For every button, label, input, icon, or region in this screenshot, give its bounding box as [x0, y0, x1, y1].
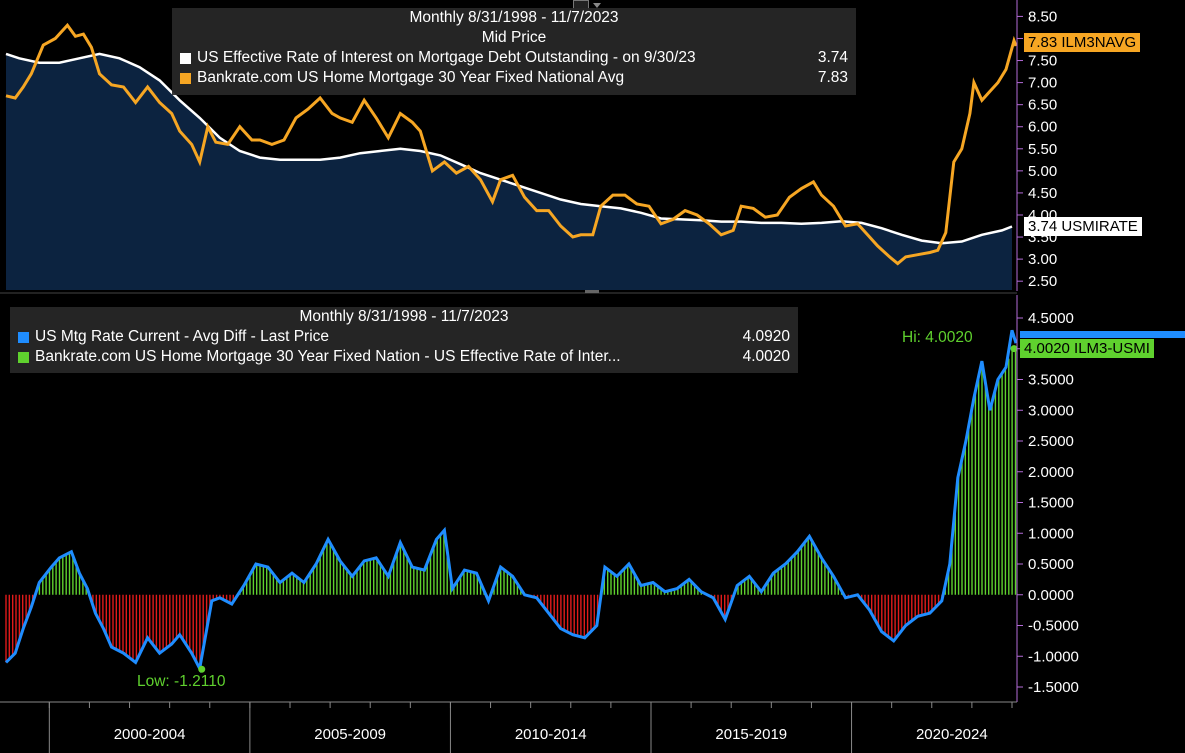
bottom-y-tick-label: 3.0000	[1028, 402, 1074, 419]
panel-resize-handle[interactable]	[585, 290, 599, 293]
bottom-y-tick-label: 1.5000	[1028, 495, 1074, 512]
top-y-tick-label: 6.00	[1028, 119, 1057, 136]
legend-swatch	[180, 52, 191, 64]
legend-item-spread[interactable]: Bankrate.com US Home Mortgage 30 Year Fi…	[10, 347, 798, 367]
legend-item-bankrate[interactable]: Bankrate.com US Home Mortgage 30 Year Fi…	[172, 68, 856, 88]
bottom-y-tick-label: -0.5000	[1028, 618, 1079, 635]
legend-swatch	[18, 351, 29, 363]
legend-item-label: US Mtg Rate Current - Avg Diff - Last Pr…	[35, 328, 330, 345]
legend-item-value: 4.0920	[742, 328, 790, 345]
effective-rate-area	[6, 53, 1012, 291]
top-y-tick-label: 2.50	[1028, 273, 1057, 290]
bankrate-line	[5, 22, 1018, 266]
x-tick-label: 2020-2024	[916, 726, 988, 743]
tag-usmirate: 3.74 USMIRATE	[1024, 217, 1142, 236]
top-legend: Monthly 8/31/1998 - 11/7/2023 Mid Price …	[172, 8, 856, 95]
bottom-legend-title: Monthly 8/31/1998 - 11/7/2023	[299, 308, 509, 325]
top-y-tick-label: 5.00	[1028, 163, 1057, 180]
bottom-panel-plot	[4, 329, 1018, 674]
top-y-tick-label: 5.50	[1028, 141, 1057, 158]
bottom-y-tick-label: 4.5000	[1028, 310, 1074, 327]
legend-item-effective-rate[interactable]: US Effective Rate of Interest on Mortgag…	[172, 48, 856, 68]
top-y-tick-label: 3.00	[1028, 251, 1057, 268]
legend-item-value: 4.0020	[742, 348, 790, 365]
top-y-tick-label: 6.50	[1028, 97, 1057, 114]
legend-item-value: 7.83	[817, 69, 848, 86]
x-tick-label: 2000-2004	[114, 726, 186, 743]
top-y-tick-label: 7.50	[1028, 53, 1057, 70]
bottom-y-tick-label: 0.5000	[1028, 556, 1074, 573]
legend-item-value: 3.74	[817, 49, 848, 66]
bottom-panel-y-axis: 4.50004.00003.50003.00002.50002.00001.50…	[1016, 295, 1079, 702]
x-tick-label: 2005-2009	[314, 726, 386, 743]
x-tick-label: 2015-2019	[715, 726, 787, 743]
chevron-down-icon[interactable]	[593, 3, 601, 8]
low-marker	[198, 665, 206, 673]
legend-swatch	[18, 331, 29, 343]
avg-diff-line	[4, 329, 1018, 674]
legend-item-label: Bankrate.com US Home Mortgage 30 Year Fi…	[35, 348, 621, 365]
legend-item-label: Bankrate.com US Home Mortgage 30 Year Fi…	[197, 69, 625, 86]
legend-item-label: US Effective Rate of Interest on Mortgag…	[197, 49, 696, 66]
bottom-y-tick-label: -1.5000	[1028, 679, 1079, 696]
x-tick-label: 2010-2014	[515, 726, 587, 743]
bottom-y-tick-label: 2.0000	[1028, 464, 1074, 481]
top-panel-plot	[5, 22, 1018, 291]
hi-label: Hi: 4.0020	[902, 329, 973, 346]
top-y-tick-label: 8.50	[1028, 8, 1057, 25]
bottom-y-tick-label: 2.5000	[1028, 433, 1074, 450]
high-marker	[1010, 345, 1018, 353]
legend-swatch	[180, 72, 191, 84]
effective-rate-line	[5, 52, 1013, 245]
bottom-y-tick-label: 3.5000	[1028, 372, 1074, 389]
low-label: Low: -1.2110	[137, 673, 226, 690]
tag-diff-line-marker	[1020, 331, 1185, 338]
legend-item-avg-diff[interactable]: US Mtg Rate Current - Avg Diff - Last Pr…	[10, 327, 798, 347]
x-axis: 2000-2004 2005-2009 2010-2014 2015-2019 2020…	[0, 701, 1017, 753]
top-panel-y-axis: 8.508.007.507.006.506.005.505.004.504.00…	[1016, 0, 1057, 291]
top-y-tick-label: 4.50	[1028, 185, 1057, 202]
top-legend-title: Monthly 8/31/1998 - 11/7/2023	[409, 9, 619, 26]
bottom-y-tick-label: -1.0000	[1028, 648, 1079, 665]
top-y-tick-label: 7.00	[1028, 75, 1057, 92]
bottom-y-tick-label: 0.0000	[1028, 587, 1074, 604]
tag-ilm3navg: 7.83 ILM3NAVG	[1024, 33, 1141, 52]
bottom-y-tick-label: 1.0000	[1028, 525, 1074, 542]
bottom-legend: Monthly 8/31/1998 - 11/7/2023 US Mtg Rat…	[10, 307, 798, 373]
tag-ilm3-usmi: 4.0020 ILM3-USMI	[1020, 339, 1154, 358]
top-legend-subtitle: Mid Price	[481, 29, 547, 46]
